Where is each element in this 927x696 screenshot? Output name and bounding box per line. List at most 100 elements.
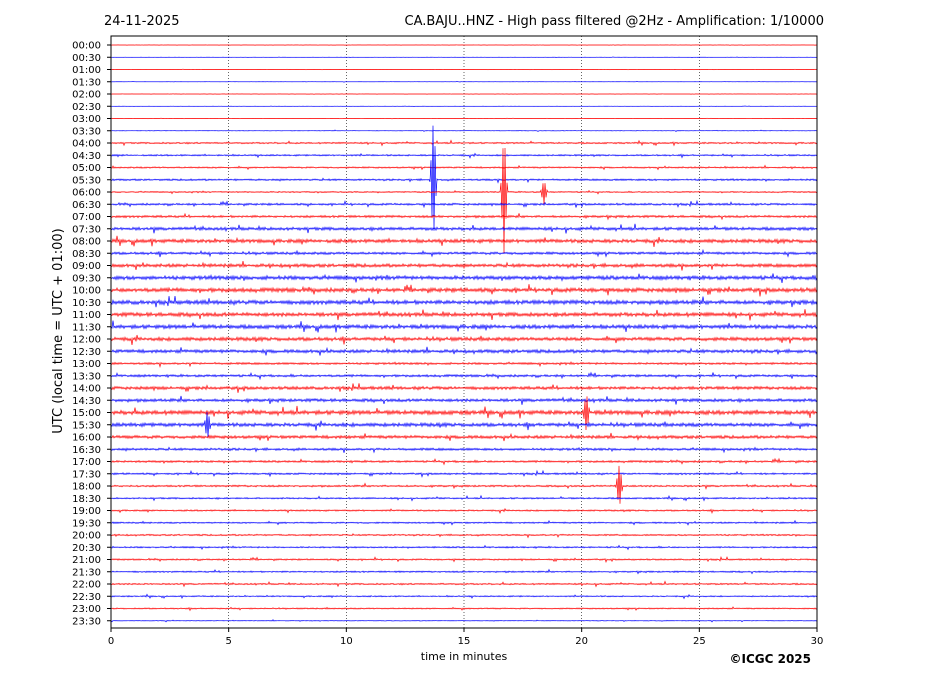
- trace-1600: [110, 432, 818, 442]
- trace-label: 08:30: [72, 249, 101, 260]
- trace-label: 02:30: [72, 102, 101, 113]
- trace-1800: [110, 465, 818, 504]
- trace-2230: [110, 593, 818, 600]
- trace-label: 01:00: [72, 65, 101, 76]
- copyright-credit: ©ICGC 2025: [729, 652, 811, 666]
- trace-label: 07:30: [72, 224, 101, 235]
- trace-label: 01:30: [72, 77, 101, 88]
- trace-label: 10:00: [72, 286, 101, 297]
- trace-1300: [110, 361, 818, 368]
- plot-frame: [110, 35, 818, 629]
- trace-label: 16:30: [72, 445, 101, 456]
- trace-label: 00:30: [72, 53, 101, 64]
- trace-0000: [110, 44, 818, 46]
- trace-0730: [110, 223, 818, 234]
- trace-label: 12:00: [72, 335, 101, 346]
- trace-label: 21:00: [72, 555, 101, 566]
- x-tick-label: 5: [225, 636, 231, 647]
- trace-2000: [110, 533, 818, 539]
- trace-label: 06:30: [72, 200, 101, 211]
- trace-label: 03:30: [72, 126, 101, 137]
- trace-1030: [110, 295, 818, 308]
- y-axis-label: UTC (local time = UTC + 01:00): [51, 228, 66, 433]
- date-label: 24-11-2025: [104, 14, 180, 29]
- trace-label: 10:30: [72, 298, 101, 309]
- trace-1930: [110, 519, 818, 526]
- trace-label: 04:00: [72, 139, 101, 150]
- trace-label: 06:00: [72, 188, 101, 199]
- trace-1000: [110, 284, 818, 297]
- trace-2200: [110, 580, 818, 588]
- trace-label: 23:30: [72, 616, 101, 627]
- trace-label: 04:30: [72, 151, 101, 162]
- trace-0600: [110, 147, 818, 254]
- trace-0400: [110, 139, 818, 147]
- trace-label: 07:00: [72, 212, 101, 223]
- trace-label: 00:00: [72, 41, 101, 52]
- trace-label: 19:00: [72, 506, 101, 517]
- x-axis-label: time in minutes: [421, 650, 508, 663]
- trace-1530: [110, 412, 818, 438]
- trace-label: 11:30: [72, 322, 101, 333]
- trace-label: 17:30: [72, 469, 101, 480]
- trace-0930: [110, 273, 818, 284]
- trace-1100: [110, 309, 818, 321]
- trace-2300: [110, 606, 818, 612]
- trace-0500: [110, 164, 818, 171]
- trace-1730: [110, 469, 818, 478]
- trace-0300: [110, 117, 818, 120]
- trace-label: 16:00: [72, 433, 101, 444]
- x-axis-ticks: 0 5 10 15 20 25 30: [108, 628, 824, 647]
- trace-label: 18:00: [72, 482, 101, 493]
- trace-label: 03:00: [72, 114, 101, 125]
- vertical-grid: [228, 36, 700, 628]
- trace-label: 13:30: [72, 371, 101, 382]
- trace-1400: [110, 383, 818, 393]
- trace-1500: [110, 396, 818, 431]
- chart-title: CA.BAJU..HNZ - High pass filtered @2Hz -…: [405, 14, 825, 29]
- x-tick-label: 0: [108, 636, 114, 647]
- trace-0030: [111, 56, 818, 59]
- x-tick-label: 20: [575, 636, 588, 647]
- trace-2030: [110, 544, 818, 551]
- trace-label: 22:30: [72, 592, 101, 603]
- trace-1230: [110, 346, 818, 356]
- trace-label: 21:30: [72, 567, 101, 578]
- trace-label: 15:30: [72, 420, 101, 431]
- trace-2100: [110, 556, 818, 563]
- trace-1900: [110, 507, 818, 515]
- trace-label: 20:30: [72, 543, 101, 554]
- trace-2330: [110, 619, 818, 623]
- trace-label: 13:00: [72, 359, 101, 370]
- x-tick-label: 10: [340, 636, 353, 647]
- x-tick-label: 25: [693, 636, 706, 647]
- trace-0630: [110, 199, 818, 209]
- trace-0800: [110, 235, 818, 247]
- trace-label: 09:00: [72, 261, 101, 272]
- trace-0100: [110, 68, 818, 71]
- trace-label: 20:00: [72, 531, 101, 542]
- trace-label: 08:00: [72, 237, 101, 248]
- trace-label: 09:30: [72, 273, 101, 284]
- x-tick-label: 15: [458, 636, 471, 647]
- trace-label: 18:30: [72, 494, 101, 505]
- trace-label: 11:00: [72, 310, 101, 321]
- trace-1430: [110, 395, 818, 405]
- trace-0700: [110, 212, 818, 221]
- trace-label: 19:30: [72, 518, 101, 529]
- trace-0230: [111, 105, 818, 107]
- trace-1130: [110, 320, 818, 333]
- trace-label: 12:30: [72, 347, 101, 358]
- trace-label: 02:00: [72, 90, 101, 101]
- trace-label: 22:00: [72, 580, 101, 591]
- trace-0900: [110, 261, 818, 271]
- trace-0130: [110, 81, 818, 83]
- traces: [110, 44, 818, 623]
- x-tick-label: 30: [811, 636, 824, 647]
- trace-label: 05:00: [72, 163, 101, 174]
- trace-1630: [110, 446, 818, 454]
- trace-1200: [110, 334, 818, 345]
- trace-label: 14:00: [72, 384, 101, 395]
- trace-label: 15:00: [72, 408, 101, 419]
